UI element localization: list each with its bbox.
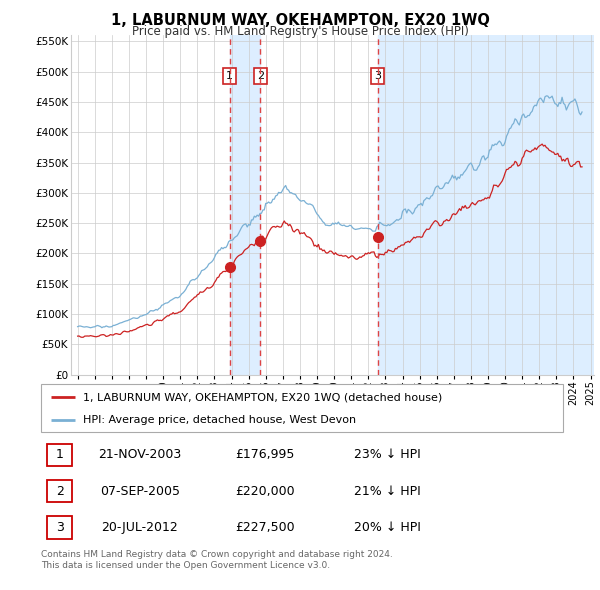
Text: 1, LABURNUM WAY, OKEHAMPTON, EX20 1WQ: 1, LABURNUM WAY, OKEHAMPTON, EX20 1WQ [110, 13, 490, 28]
Text: 21% ↓ HPI: 21% ↓ HPI [354, 484, 421, 498]
Text: 23% ↓ HPI: 23% ↓ HPI [354, 448, 421, 461]
Text: 07-SEP-2005: 07-SEP-2005 [100, 484, 180, 498]
Text: 2: 2 [257, 71, 264, 81]
Text: Contains HM Land Registry data © Crown copyright and database right 2024.: Contains HM Land Registry data © Crown c… [41, 550, 392, 559]
Text: 1: 1 [226, 71, 233, 81]
Text: £176,995: £176,995 [236, 448, 295, 461]
Text: 1, LABURNUM WAY, OKEHAMPTON, EX20 1WQ (detached house): 1, LABURNUM WAY, OKEHAMPTON, EX20 1WQ (d… [83, 392, 442, 402]
Text: 3: 3 [374, 71, 381, 81]
Text: 20% ↓ HPI: 20% ↓ HPI [354, 521, 421, 534]
Text: Price paid vs. HM Land Registry's House Price Index (HPI): Price paid vs. HM Land Registry's House … [131, 25, 469, 38]
Bar [378, 35, 594, 375]
Text: 21-NOV-2003: 21-NOV-2003 [98, 448, 182, 461]
Text: 1: 1 [56, 448, 64, 461]
FancyBboxPatch shape [47, 444, 72, 466]
Text: £227,500: £227,500 [235, 521, 295, 534]
FancyBboxPatch shape [47, 516, 72, 539]
Text: 3: 3 [56, 521, 64, 534]
FancyBboxPatch shape [47, 480, 72, 503]
Text: This data is licensed under the Open Government Licence v3.0.: This data is licensed under the Open Gov… [41, 560, 330, 569]
Text: 2: 2 [56, 484, 64, 498]
Bar [230, 35, 260, 375]
Text: 20-JUL-2012: 20-JUL-2012 [101, 521, 178, 534]
Text: £220,000: £220,000 [235, 484, 295, 498]
Text: HPI: Average price, detached house, West Devon: HPI: Average price, detached house, West… [83, 415, 356, 425]
